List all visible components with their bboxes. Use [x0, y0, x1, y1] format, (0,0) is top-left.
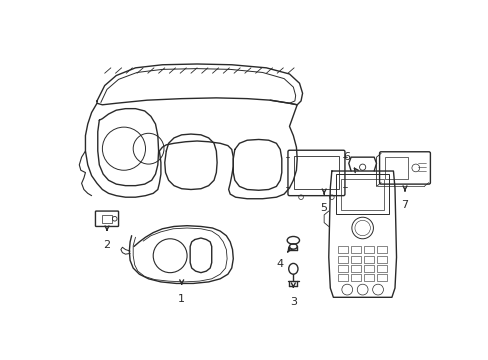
- Bar: [364, 256, 373, 263]
- Bar: [337, 256, 347, 263]
- Bar: [337, 265, 347, 272]
- Bar: [350, 256, 360, 263]
- Bar: [377, 265, 386, 272]
- Text: 6: 6: [343, 152, 350, 162]
- Bar: [336, 174, 388, 214]
- Bar: [377, 256, 386, 263]
- Bar: [364, 265, 373, 272]
- Text: 4: 4: [276, 259, 283, 269]
- Text: 2: 2: [103, 240, 110, 250]
- Bar: [102, 215, 112, 222]
- Bar: [377, 247, 386, 253]
- Text: 3: 3: [289, 297, 296, 307]
- Bar: [350, 274, 360, 281]
- Bar: [337, 247, 347, 253]
- Bar: [341, 179, 384, 210]
- Bar: [293, 156, 338, 189]
- Bar: [364, 274, 373, 281]
- Text: 1: 1: [178, 294, 185, 304]
- Text: 5: 5: [320, 203, 327, 213]
- Bar: [377, 274, 386, 281]
- Bar: [337, 274, 347, 281]
- Bar: [350, 265, 360, 272]
- Bar: [364, 247, 373, 253]
- Bar: [350, 247, 360, 253]
- Bar: [384, 157, 407, 179]
- Text: 7: 7: [401, 200, 408, 210]
